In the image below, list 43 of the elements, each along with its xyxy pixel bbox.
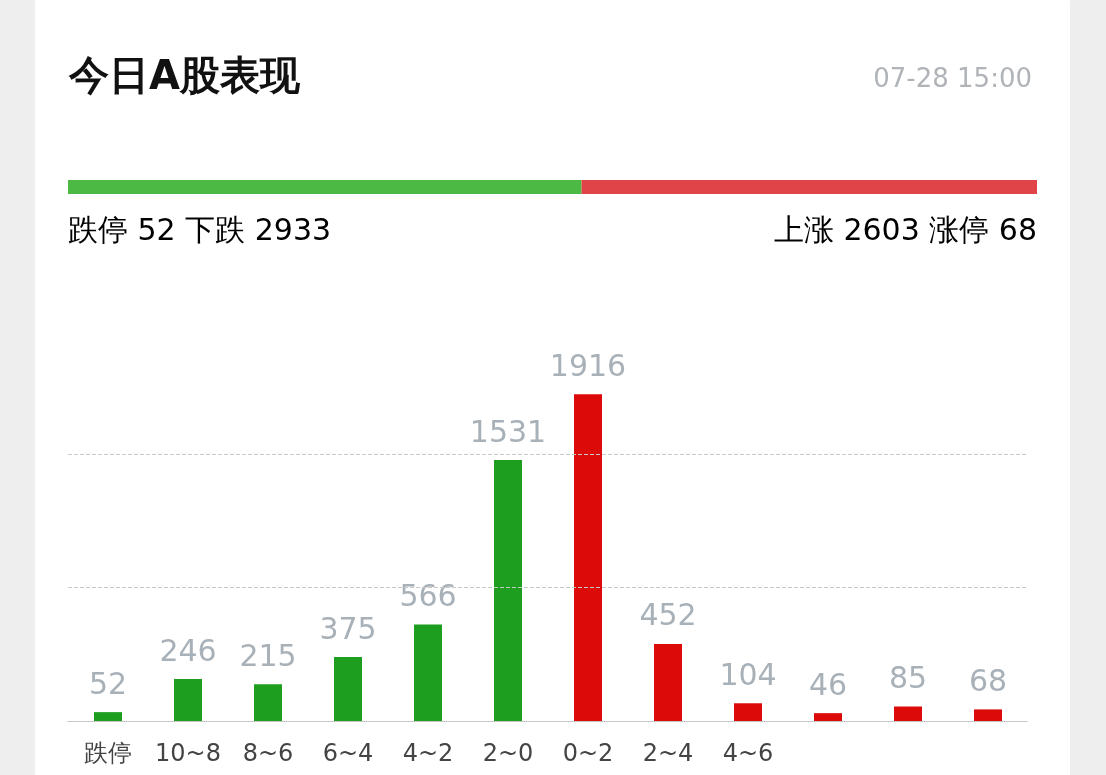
x-tick-label: 跌停: [84, 739, 132, 767]
x-tick-label: 2~0: [482, 739, 534, 767]
chart-subtitle: 07-28 15:00: [873, 63, 1033, 93]
data-label: 246: [159, 632, 217, 668]
text: 2933: [254, 211, 332, 247]
bar: [974, 709, 1002, 721]
bar: [574, 394, 602, 721]
text: 上涨: [773, 211, 834, 247]
data-label: 566: [399, 578, 457, 614]
x-tick-label: 4~2: [402, 739, 454, 767]
data-label: 215: [239, 637, 297, 673]
bar: [814, 713, 842, 721]
data-label: 52: [88, 665, 128, 701]
text: 跌停: [68, 211, 128, 247]
data-label: 104: [719, 656, 777, 692]
x-tick-label: 4~6: [722, 739, 774, 767]
bar: [894, 706, 922, 721]
text: 52: [137, 211, 176, 247]
data-label: 375: [319, 610, 377, 646]
bar: [174, 679, 202, 721]
data-label: 1916: [549, 347, 627, 383]
bar: [254, 684, 282, 721]
bar: [414, 624, 442, 721]
data-label: 1531: [469, 413, 547, 449]
x-tick-label: 0~2: [562, 739, 614, 767]
text: 68: [998, 211, 1038, 247]
data-label: 85: [888, 660, 928, 696]
x-tick-label: 6~4: [322, 739, 374, 767]
bar: [334, 657, 362, 721]
x-tick-label: 2~4: [642, 739, 694, 767]
text: 2603: [843, 211, 920, 247]
data-label: 452: [639, 597, 697, 633]
text: 涨停: [929, 211, 990, 247]
bar: [654, 643, 682, 721]
bar: [734, 703, 762, 721]
data-label: 68: [968, 662, 1008, 698]
data-label: 46: [808, 666, 848, 702]
text: 下跌: [185, 211, 246, 247]
chart-title: 今日A股表现: [68, 52, 301, 98]
x-tick-label: 8~6: [242, 739, 294, 767]
bar: [494, 460, 522, 721]
x-tick-label: 10~8: [155, 739, 221, 767]
bar: [94, 712, 122, 721]
